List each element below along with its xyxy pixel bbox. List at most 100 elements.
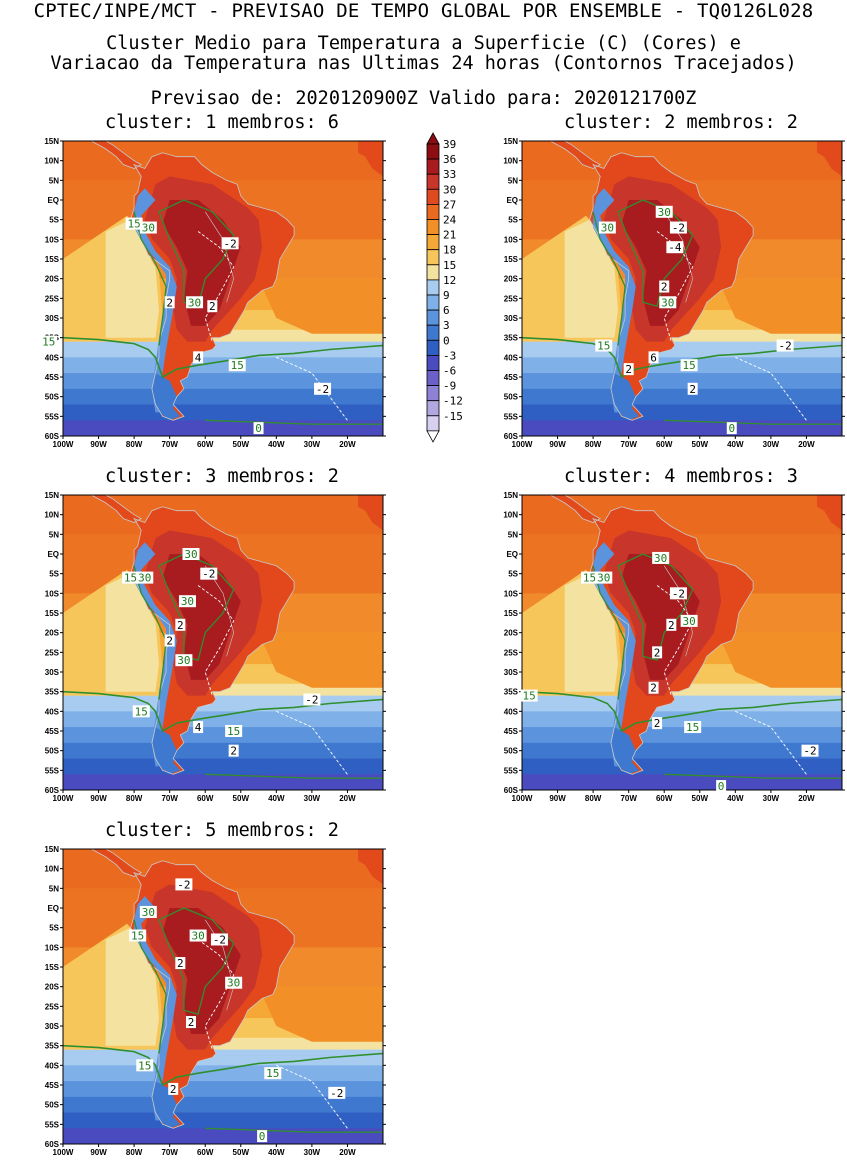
lat-tick-label: 15N — [44, 491, 59, 500]
contour-label: 15 — [127, 218, 140, 231]
contour-label-box — [264, 1067, 282, 1080]
contour-label-box — [303, 693, 321, 706]
contour-label-box — [228, 744, 239, 757]
contour-label-box — [581, 571, 599, 584]
lat-tick-label: 20S — [504, 275, 519, 284]
contour-label: 2 — [661, 281, 668, 294]
contour-label-box — [207, 300, 218, 313]
lat-tick-label: 45S — [45, 373, 60, 382]
cluster-3-title: cluster: 3 membros: 2 — [105, 466, 339, 487]
colorbar-label: 27 — [443, 198, 456, 211]
contour-label-box — [687, 382, 698, 395]
lon-tick-label: 100W — [53, 440, 74, 449]
lat-tick-label: 35S — [45, 1042, 60, 1051]
map-svg: 15N10N5NEQ5S10S15S20S25S30S35S40S45S50S5… — [44, 845, 386, 1157]
lat-tick-label: 10S — [45, 943, 60, 952]
contour-label-box — [684, 721, 702, 734]
contour-label: 30 — [597, 572, 610, 585]
lon-tick-label: 40W — [268, 1148, 285, 1157]
lon-tick-label: 60W — [656, 794, 673, 803]
colorbar-label: 21 — [443, 229, 456, 242]
contour-label-box — [40, 335, 58, 348]
contour-label: 4 — [195, 721, 202, 734]
lon-tick-label: 80W — [585, 440, 602, 449]
contour-label: 15 — [266, 1067, 279, 1080]
contour-label: 30 — [138, 572, 151, 585]
lat-tick-label: EQ — [506, 550, 518, 559]
contour-label-box — [178, 595, 196, 608]
lat-tick-label: 50S — [504, 393, 519, 402]
map-svg: 15N10N5NEQ5S10S15S20S25S30S35S40S45S50S5… — [40, 137, 386, 449]
colorbar-swatch — [426, 309, 440, 326]
colorbar-label: 3 — [443, 319, 450, 332]
contour-label: 2 — [654, 717, 661, 730]
lat-tick-label: 20S — [45, 983, 60, 992]
contour-label: 30 — [181, 595, 194, 608]
lat-tick-label: 30S — [45, 668, 60, 677]
lon-tick-label: 90W — [90, 1148, 107, 1157]
contour-label: 15 — [522, 690, 535, 703]
contour-label-box — [225, 725, 243, 737]
lon-tick-label: 70W — [620, 440, 637, 449]
contour-label: -2 — [803, 745, 816, 758]
lat-tick-label: 5N — [49, 884, 59, 893]
lon-tick-label: 30W — [763, 440, 780, 449]
colorbar-swatch — [426, 370, 440, 387]
contour-label: 2 — [188, 1016, 195, 1029]
colorbar-swatch — [426, 279, 440, 296]
contour-label: 2 — [209, 300, 216, 313]
contour-label: 2 — [625, 363, 632, 376]
colorbar-label: -6 — [443, 365, 456, 378]
lon-tick-label: 50W — [233, 794, 250, 803]
contour-label: 15 — [135, 705, 148, 718]
contour-label: -2 — [672, 222, 685, 235]
contour-label-box — [228, 359, 246, 372]
contour-label-box — [221, 237, 239, 250]
lon-tick-label: 50W — [233, 1148, 250, 1157]
colorbar-label: -3 — [443, 349, 456, 362]
contour-label-box — [623, 363, 634, 376]
lon-tick-label: 80W — [126, 440, 143, 449]
colorbar-swatch — [426, 173, 440, 190]
lat-tick-label: 50S — [45, 393, 60, 402]
contour-label: 30 — [658, 206, 671, 219]
colorbar-swatch — [426, 415, 440, 432]
contour-label-box — [680, 359, 698, 372]
contour-label: 2 — [177, 619, 184, 632]
contour-label: 15 — [597, 340, 610, 353]
contour-label-box — [648, 681, 659, 694]
contour-label-box — [132, 705, 150, 718]
colorbar-label: 0 — [443, 334, 450, 347]
contour-label: 15 — [131, 930, 144, 943]
lat-tick-label: 35S — [504, 688, 519, 697]
lat-tick-label: 15S — [504, 609, 519, 618]
contour-label-box — [129, 929, 147, 942]
lon-tick-label: 40W — [727, 440, 744, 449]
contour-label: 0 — [718, 780, 725, 793]
lat-tick-label: EQ — [47, 550, 59, 559]
colorbar-label: 18 — [443, 244, 456, 257]
contour-label-box — [520, 689, 538, 702]
contour-label: -2 — [330, 1087, 343, 1100]
contour-label: 30 — [227, 977, 240, 990]
contour-label-box — [716, 780, 727, 793]
contour-label-box — [122, 571, 140, 584]
lat-tick-label: 5S — [508, 570, 518, 579]
contour-label: 0 — [255, 422, 262, 435]
contour-label-box — [666, 241, 684, 254]
contour-label-box — [175, 618, 186, 631]
contour-label-box — [595, 571, 613, 584]
contour-label-box — [186, 1016, 196, 1029]
lat-tick-label: 60S — [45, 1140, 60, 1149]
lat-tick-label: 5S — [49, 924, 59, 933]
cluster-5-title: cluster: 5 membros: 2 — [105, 820, 339, 841]
contour-label-box — [164, 296, 175, 309]
lat-tick-label: 30S — [45, 314, 60, 323]
lat-tick-label: 5N — [508, 530, 518, 539]
lat-tick-label: 25S — [45, 294, 60, 303]
lat-tick-label: EQ — [47, 904, 59, 913]
contour-label: -2 — [177, 878, 190, 891]
contour-label-box — [652, 717, 663, 730]
contour-label: 30 — [682, 615, 695, 628]
lon-tick-label: 100W — [53, 794, 74, 803]
